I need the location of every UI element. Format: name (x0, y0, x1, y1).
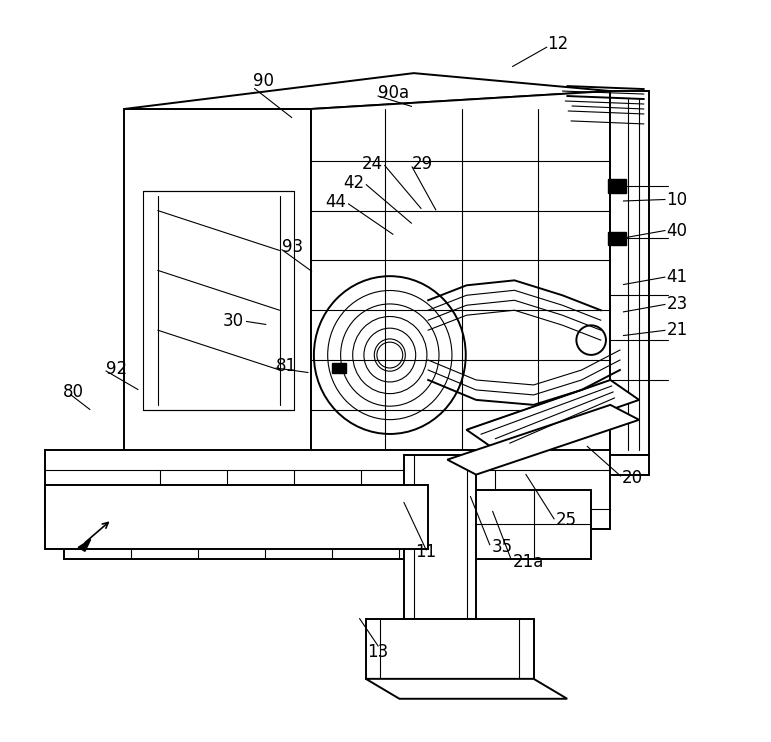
Polygon shape (45, 485, 428, 549)
Polygon shape (447, 405, 639, 475)
Polygon shape (466, 380, 639, 450)
Polygon shape (143, 191, 294, 410)
Polygon shape (611, 91, 648, 455)
Text: 29: 29 (412, 155, 433, 173)
Bar (608, 179, 626, 193)
Polygon shape (124, 73, 611, 109)
Text: 13: 13 (368, 643, 389, 661)
Polygon shape (404, 455, 476, 619)
Polygon shape (124, 109, 311, 455)
Polygon shape (366, 619, 534, 679)
Text: 90: 90 (253, 72, 274, 91)
Text: 44: 44 (325, 194, 346, 211)
Text: 10: 10 (666, 191, 688, 209)
Polygon shape (78, 539, 91, 551)
Text: 81: 81 (276, 357, 297, 375)
Text: 80: 80 (62, 383, 83, 401)
Text: 40: 40 (666, 222, 688, 240)
Text: 25: 25 (556, 511, 577, 529)
Text: 12: 12 (547, 35, 568, 53)
Text: 11: 11 (416, 543, 437, 561)
Polygon shape (124, 455, 648, 475)
Text: 93: 93 (282, 237, 303, 256)
Text: 42: 42 (343, 174, 364, 192)
Polygon shape (45, 450, 611, 529)
Polygon shape (64, 490, 591, 559)
Text: 90a: 90a (378, 84, 409, 102)
Text: 30: 30 (223, 312, 244, 330)
Bar (332, 363, 345, 373)
Text: 23: 23 (666, 295, 688, 313)
Polygon shape (366, 679, 567, 699)
Polygon shape (311, 91, 611, 455)
Text: 41: 41 (666, 268, 688, 286)
Bar (608, 232, 626, 246)
Text: 92: 92 (106, 360, 127, 378)
Text: 24: 24 (362, 155, 382, 173)
Text: 35: 35 (491, 538, 513, 556)
Text: 20: 20 (622, 469, 643, 487)
Text: 21: 21 (666, 321, 688, 339)
Text: 21a: 21a (513, 553, 544, 571)
